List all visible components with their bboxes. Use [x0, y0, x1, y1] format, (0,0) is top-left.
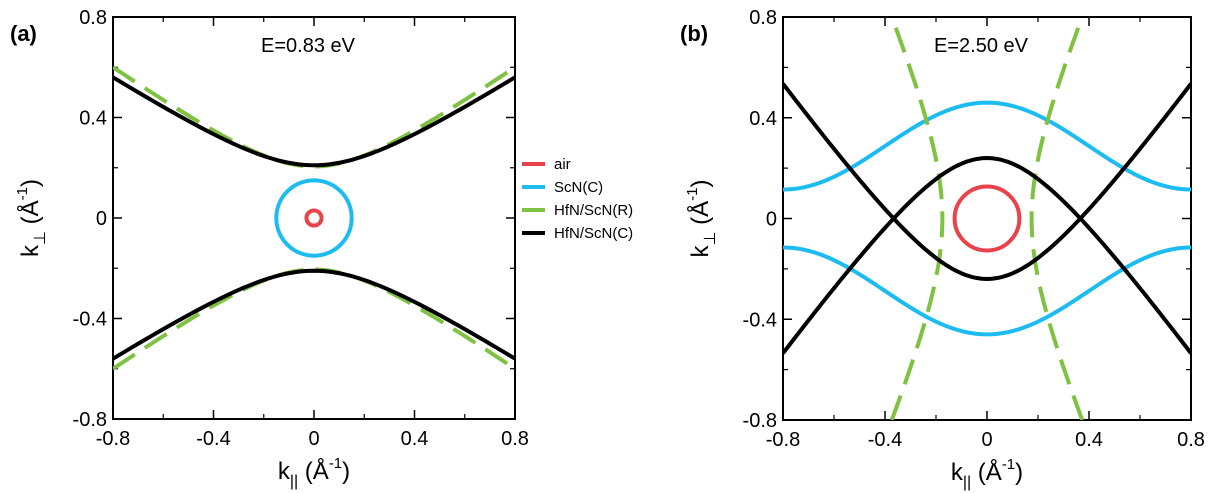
panel-b: -0.8 -0.4 0 0.4 0.8 -0.8 -0.4 0 0.4 0.8 k|| (Å-1) k…: [680, 7, 1205, 491]
energy-label: E=0.83 eV: [261, 35, 356, 57]
x-tick-label: -0.8: [96, 428, 130, 450]
x-tick-label: 0.4: [401, 428, 429, 450]
y-tick-label: -0.8: [73, 409, 107, 431]
series-scn-c-circle: [274, 178, 354, 258]
series-scn-c-upper: [783, 100, 1191, 192]
y-axis-label: k⊥ (Å-1): [684, 180, 719, 258]
x-axis-label: k|| (Å-1): [278, 455, 350, 490]
legend: air ScN(C) HfN/ScN(R) HfN/ScN(C): [522, 156, 633, 242]
plot-area: [783, 17, 1191, 420]
series-hfn-scn-r-right: [1029, 17, 1085, 420]
x-tick-label: 0.8: [501, 428, 529, 450]
y-tick-label: 0.8: [79, 7, 107, 29]
legend-label: air: [554, 156, 571, 173]
x-tick-label: 0.4: [1075, 429, 1103, 451]
y-tick-label: -0.4: [73, 309, 107, 331]
energy-label: E=2.50 eV: [934, 35, 1029, 57]
panel-label: (b): [680, 21, 708, 46]
plot-area: [113, 65, 515, 371]
y-tick-label: 0.4: [749, 108, 777, 130]
series-hfn-scn-r-lower: [113, 267, 515, 371]
series-air-circle: [304, 208, 324, 228]
legend-label: ScN(C): [554, 179, 603, 196]
y-tick-label: 0: [96, 208, 107, 230]
x-tick-label: -0.4: [196, 428, 230, 450]
series-hfn-scn-r-left: [889, 17, 945, 420]
x-tick-label: 0: [308, 428, 319, 450]
panel-a: -0.8 -0.4 0 0.4 0.8 -0.8 -0.4 0 0.4 0.8 k|| (Å-1) k…: [10, 7, 529, 490]
series-hfn-scn-r-upper: [113, 65, 515, 169]
y-tick-label: 0: [766, 209, 777, 231]
y-tick-label: -0.8: [743, 410, 777, 432]
series-air-circle: [952, 184, 1022, 253]
x-tick-label: 0: [981, 429, 992, 451]
series-hfn-scn-c-upper: [113, 75, 515, 168]
x-axis-label: k|| (Å-1): [951, 456, 1023, 491]
y-tick-label: 0.8: [749, 7, 777, 29]
y-tick-label: 0.4: [79, 108, 107, 130]
x-tick-label: -0.4: [868, 429, 902, 451]
series-scn-c-lower: [783, 245, 1191, 337]
y-tick-label: -0.4: [743, 309, 777, 331]
x-tick-label: -0.8: [766, 429, 800, 451]
x-tick-label: 0.8: [1177, 429, 1205, 451]
panel-label: (a): [10, 21, 37, 46]
plot-frame: [782, 16, 1192, 421]
plot-frame: [112, 16, 516, 420]
legend-label: HfN/ScN(C): [554, 225, 633, 242]
series-hfn-scn-c-lower: [113, 268, 515, 361]
series-hfn-scn-c-upper: [783, 82, 1191, 281]
series-hfn-scn-c-lower: [783, 156, 1191, 355]
y-axis-label: k⊥ (Å-1): [14, 179, 49, 257]
legend-label: HfN/ScN(R): [554, 202, 633, 219]
